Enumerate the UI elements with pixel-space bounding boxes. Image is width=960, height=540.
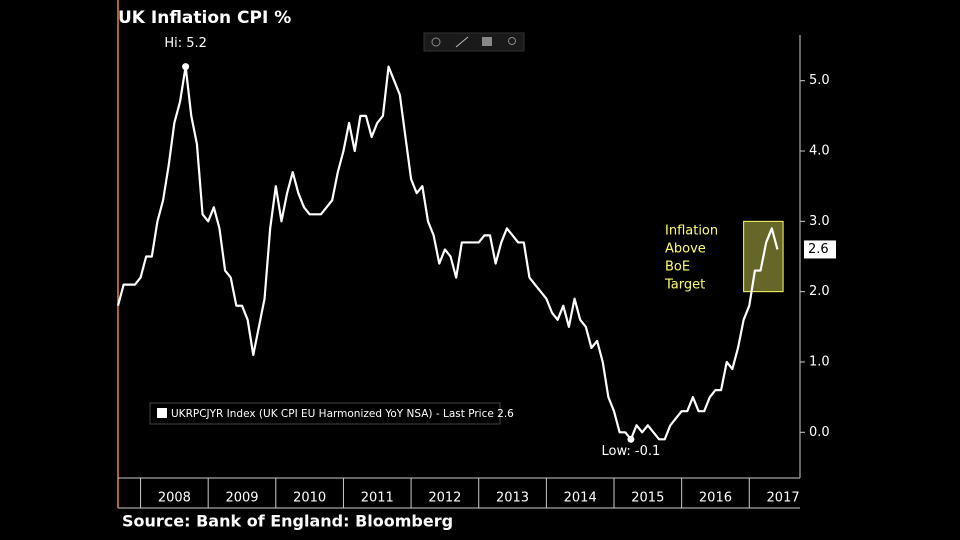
line-icon[interactable] — [455, 36, 469, 48]
last-price-box — [804, 240, 836, 259]
target-band-label: Inflation — [665, 224, 718, 239]
y-tick-label: 1.0 — [809, 354, 830, 369]
crosshair-icon[interactable] — [431, 37, 441, 47]
x-tick-label: 2012 — [428, 491, 461, 506]
y-tick-label: 4.0 — [809, 144, 830, 159]
x-tick-label: 2013 — [496, 491, 529, 506]
y-tick-label: 0.0 — [809, 425, 830, 440]
annotation-label: Low: -0.1 — [602, 444, 661, 459]
y-tick-label: 3.0 — [809, 214, 830, 229]
toolbar-frame — [423, 32, 525, 52]
x-tick-label: 2010 — [293, 491, 326, 506]
source: Source: Bank of England: Bloomberg — [122, 512, 453, 531]
last-price-label: 2.6 — [808, 242, 829, 257]
x-tick-label: 2009 — [225, 491, 258, 506]
x-tick-label: 2016 — [699, 491, 732, 506]
annotation-point — [182, 63, 190, 71]
box-icon[interactable] — [482, 37, 492, 46]
x-tick-label: 2017 — [767, 491, 800, 506]
x-tick-label: 2014 — [564, 491, 597, 506]
series-line — [116, 65, 779, 441]
chart-title: UK Inflation CPI % — [118, 8, 291, 28]
zoom-icon[interactable] — [508, 37, 516, 45]
annotation-label: Hi: 5.2 — [164, 36, 207, 51]
target-band-label: BoE — [665, 260, 690, 275]
x-tick-label: 2015 — [631, 491, 664, 506]
y-tick-label: 5.0 — [809, 73, 830, 88]
x-tick-label: 2011 — [361, 491, 394, 506]
y-tick-label: 2.0 — [809, 284, 830, 299]
toolbar — [423, 32, 525, 52]
legend-swatch — [157, 408, 167, 418]
legend-label: UKRPCJYR Index (UK CPI EU Harmonized YoY… — [171, 408, 514, 420]
target-band-label: Above — [665, 242, 706, 257]
x-tick-label: 2008 — [158, 491, 191, 506]
annotation-point — [627, 435, 635, 443]
legend-frame — [149, 402, 501, 425]
target-band-label: Target — [664, 278, 705, 293]
